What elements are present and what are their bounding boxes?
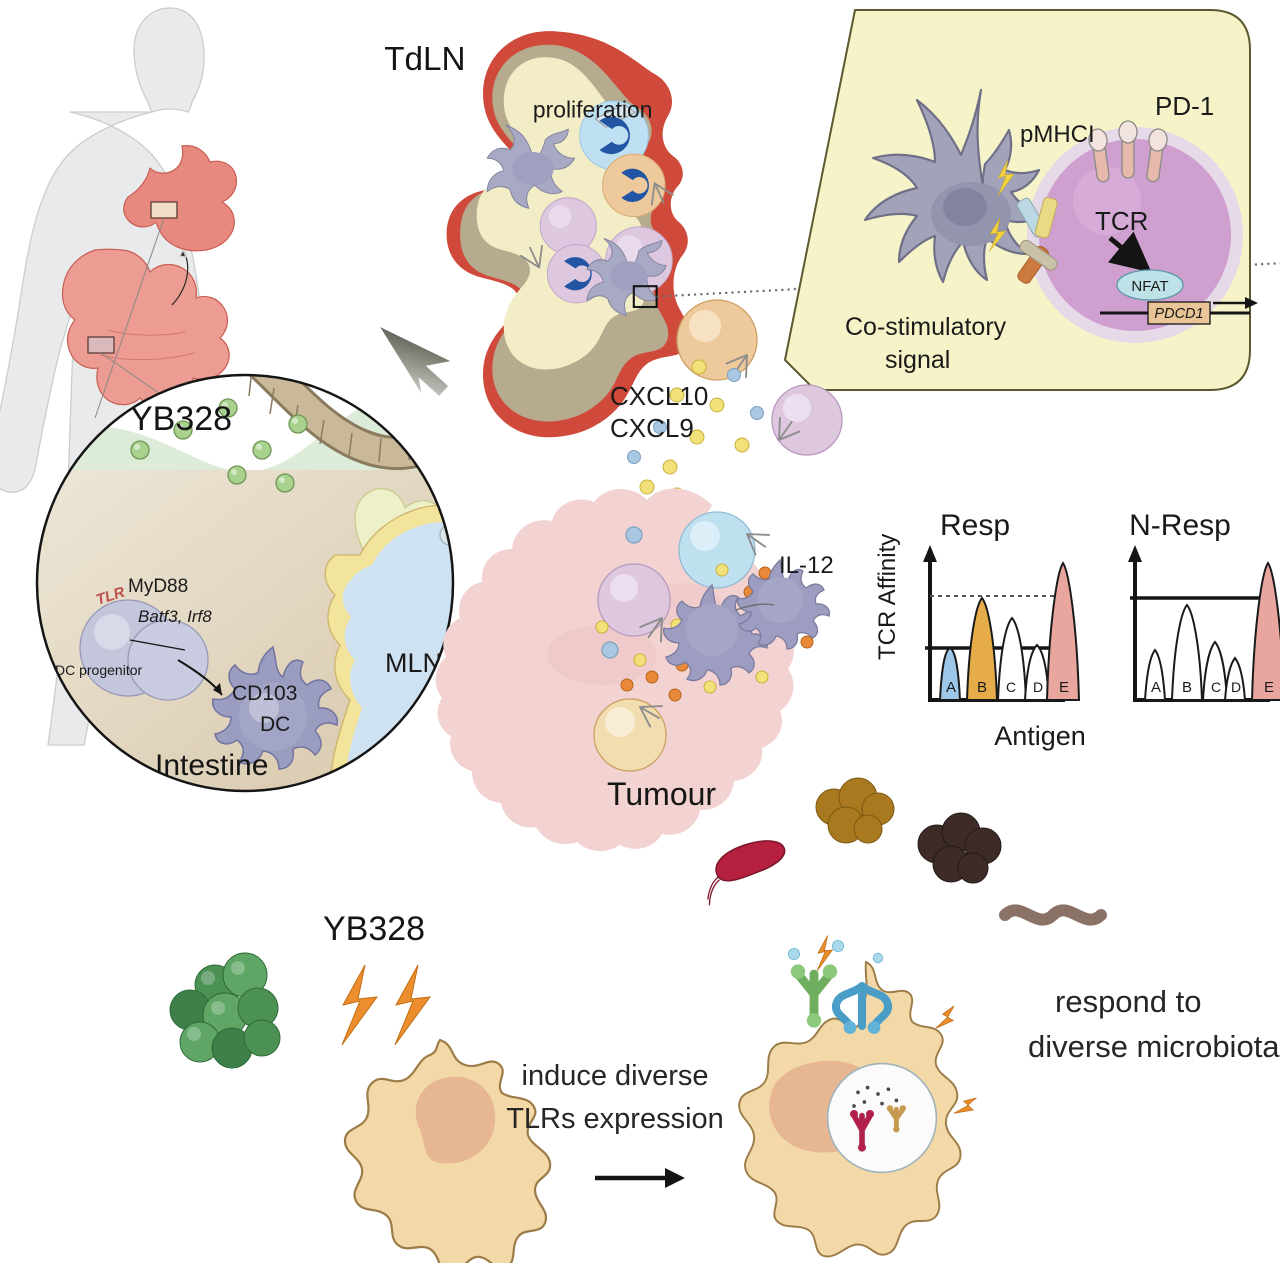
svg-text:C: C: [1211, 679, 1221, 695]
svg-text:Resp: Resp: [940, 509, 1010, 542]
svg-text:B: B: [977, 679, 987, 696]
svg-text:B: B: [1182, 679, 1192, 696]
svg-text:Co-stimulatory: Co-stimulatory: [845, 313, 1007, 341]
svg-text:DC progenitor: DC progenitor: [55, 662, 142, 678]
svg-text:D: D: [1231, 679, 1241, 695]
svg-text:YB328: YB328: [130, 400, 232, 438]
svg-text:E: E: [1059, 679, 1069, 696]
svg-text:E: E: [1264, 679, 1274, 696]
svg-text:MyD88: MyD88: [128, 576, 188, 597]
svg-text:proliferation: proliferation: [533, 97, 653, 123]
svg-text:C: C: [1006, 679, 1016, 695]
svg-text:NFAT: NFAT: [1131, 278, 1168, 295]
svg-text:induce diverse: induce diverse: [522, 1060, 709, 1092]
svg-text:TCR Affinity: TCR Affinity: [874, 534, 901, 660]
svg-text:diverse microbiota: diverse microbiota: [1028, 1029, 1280, 1064]
svg-text:Antigen: Antigen: [994, 721, 1086, 751]
svg-text:YB328: YB328: [323, 910, 425, 948]
svg-text:D: D: [1033, 679, 1043, 695]
svg-text:TCR: TCR: [1095, 206, 1148, 236]
svg-text:PDCD1: PDCD1: [1154, 306, 1203, 322]
svg-text:TLRs expression: TLRs expression: [506, 1103, 724, 1135]
svg-text:CD103: CD103: [232, 682, 297, 705]
svg-text:CXCL10: CXCL10: [610, 381, 708, 411]
svg-text:IL-12: IL-12: [779, 552, 834, 579]
svg-text:A: A: [1151, 679, 1161, 696]
svg-text:respond to: respond to: [1055, 984, 1202, 1019]
svg-text:pMHCI: pMHCI: [1020, 121, 1095, 148]
svg-text:A: A: [946, 679, 956, 696]
svg-text:Tumour: Tumour: [607, 776, 716, 812]
svg-text:TdLN: TdLN: [384, 41, 465, 78]
svg-text:signal: signal: [885, 346, 950, 374]
svg-text:CXCL9: CXCL9: [610, 413, 694, 443]
svg-text:DC: DC: [260, 713, 290, 736]
svg-text:N-Resp: N-Resp: [1129, 509, 1231, 542]
svg-text:PD-1: PD-1: [1155, 91, 1214, 121]
svg-text:Batf3, Irf8: Batf3, Irf8: [138, 607, 212, 626]
